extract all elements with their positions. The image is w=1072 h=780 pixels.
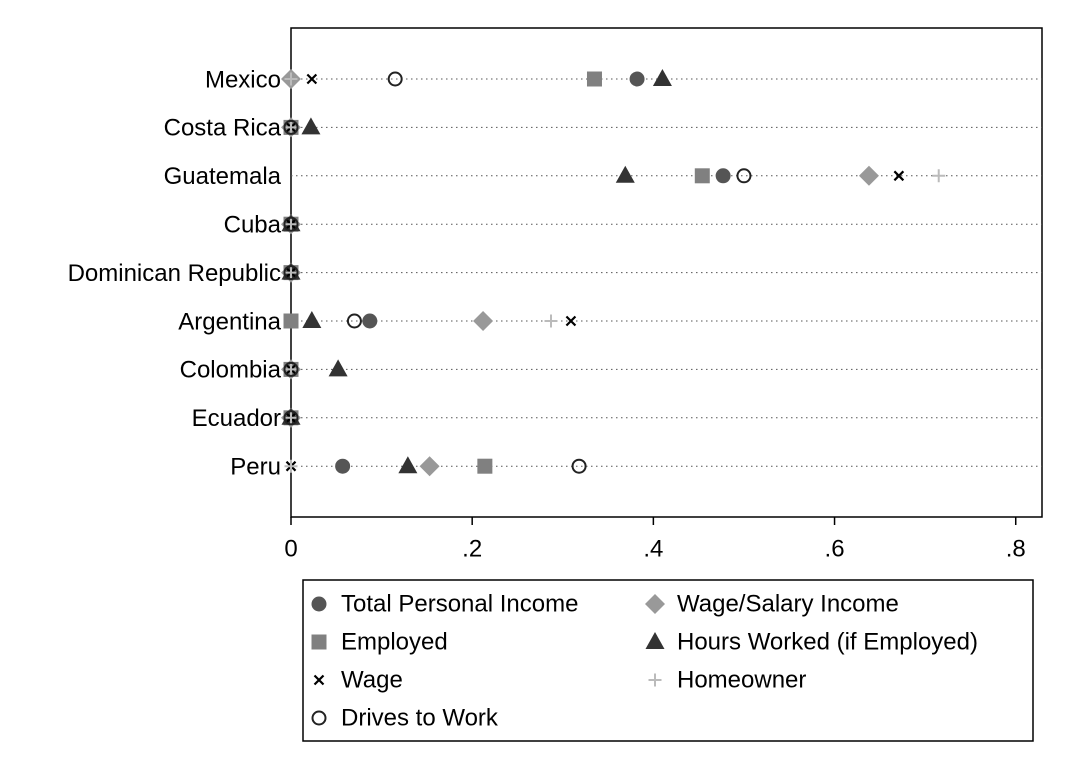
marker-diamond — [419, 456, 440, 477]
y-tick-label: Ecuador — [192, 405, 281, 432]
marker-x — [565, 315, 577, 327]
marker-x — [306, 73, 318, 85]
marker-diamond — [473, 311, 494, 331]
legend-label: Total Personal Income — [341, 590, 578, 617]
marker-square — [477, 458, 493, 474]
marker-plus — [544, 314, 558, 328]
marker-square — [283, 313, 299, 329]
marker-open-circle — [283, 265, 299, 281]
marker-triangle — [301, 117, 321, 135]
y-tick-label: Peru — [230, 454, 281, 481]
marker-plus — [284, 120, 298, 134]
y-tick-label: Costa Rica — [164, 115, 282, 142]
x-tick-label: 0 — [284, 535, 297, 562]
legend-label: Wage/Salary Income — [677, 590, 899, 617]
marker-triangle — [652, 69, 672, 86]
legend-label: Employed — [341, 628, 448, 655]
marker-plus — [284, 459, 298, 473]
marker-plus — [648, 673, 662, 687]
y-tick-label: Colombia — [180, 357, 282, 384]
y-tick-label: Argentina — [178, 308, 281, 335]
y-tick-label: Mexico — [205, 66, 281, 93]
marker-open-circle — [387, 71, 403, 87]
marker-open-circle — [736, 168, 752, 184]
legend-label: Homeowner — [677, 666, 806, 693]
marker-triangle — [328, 359, 348, 377]
marker-open-circle — [283, 216, 299, 232]
marker-open-circle — [346, 313, 362, 329]
marker-triangle — [615, 165, 635, 183]
marker-x — [313, 674, 325, 686]
marker-square — [311, 634, 327, 650]
marker-circle — [362, 313, 378, 329]
x-tick-label: .2 — [462, 535, 482, 562]
marker-open-circle — [283, 119, 299, 135]
marker-open-circle — [571, 458, 587, 474]
marker-diamond — [645, 594, 665, 614]
marker-circle — [715, 168, 731, 184]
y-tick-label: Guatemala — [164, 163, 282, 190]
legend-label: Hours Worked (if Employed) — [677, 628, 978, 655]
marker-circle — [335, 458, 351, 474]
y-tick-label: Dominican Republic — [68, 260, 281, 287]
marker-plus — [284, 72, 298, 86]
marker-triangle — [645, 632, 665, 649]
marker-open-circle — [311, 710, 327, 726]
x-tick-label: .8 — [1006, 535, 1026, 562]
marker-plus — [932, 169, 946, 183]
marker-plus — [284, 362, 298, 376]
marker-plus — [284, 217, 298, 231]
x-tick-label: .4 — [643, 535, 663, 562]
x-tick-label: .6 — [825, 535, 845, 562]
marker-plus — [284, 411, 298, 425]
y-tick-label: Cuba — [224, 212, 282, 239]
marker-x — [893, 170, 905, 182]
marker-square — [694, 168, 710, 184]
marker-diamond — [858, 165, 879, 186]
marker-triangle — [398, 456, 418, 474]
legend-frame — [302, 579, 1034, 742]
legend-label: Drives to Work — [341, 704, 499, 731]
legend-label: Wage — [341, 666, 403, 693]
marker-circle — [629, 71, 645, 87]
marker-open-circle — [283, 361, 299, 377]
marker-square — [586, 71, 602, 87]
marker-circle — [311, 596, 327, 612]
marker-plus — [284, 266, 298, 280]
marker-open-circle — [283, 410, 299, 426]
marker-triangle — [302, 311, 322, 328]
